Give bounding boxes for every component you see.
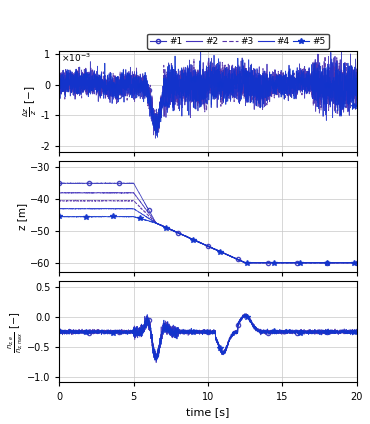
Text: $\times 10^{-3}$: $\times 10^{-3}$ bbox=[61, 52, 91, 64]
Legend: #1, #2, #3, #4, #5: #1, #2, #3, #4, #5 bbox=[147, 33, 329, 49]
X-axis label: time [s]: time [s] bbox=[186, 407, 230, 417]
Y-axis label: $\frac{\Delta z}{z}\ [-]$: $\frac{\Delta z}{z}\ [-]$ bbox=[22, 86, 39, 117]
Y-axis label: z [m]: z [m] bbox=[17, 203, 27, 230]
Y-axis label: $\frac{n_{z,e}}{n_{z,max}}\ [-]$: $\frac{n_{z,e}}{n_{z,max}}\ [-]$ bbox=[7, 311, 26, 352]
